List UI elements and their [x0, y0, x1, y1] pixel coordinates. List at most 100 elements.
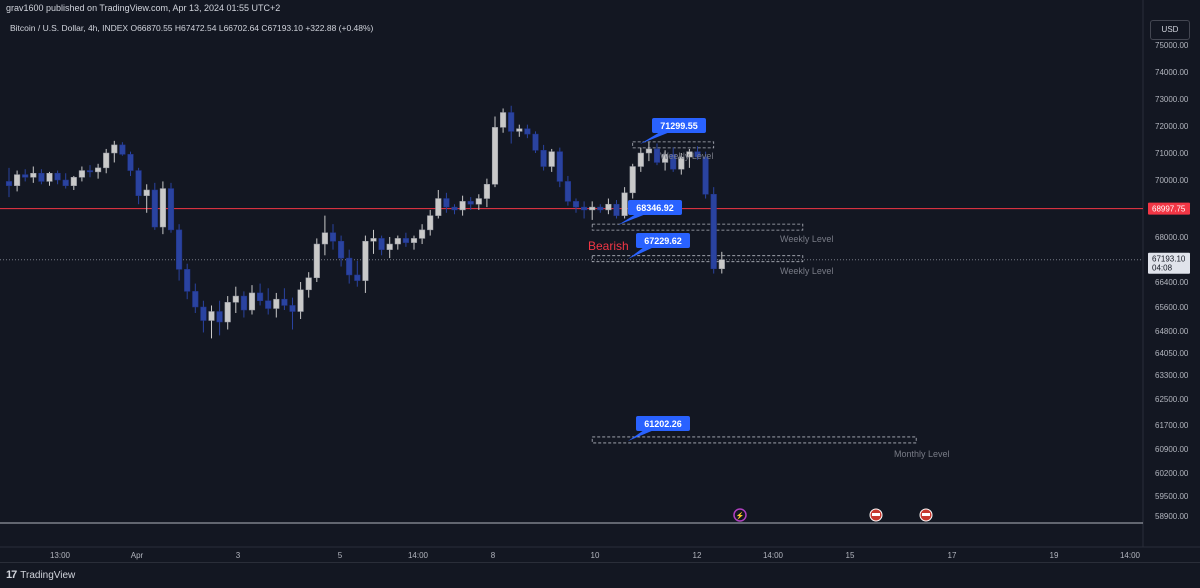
- candle-body[interactable]: [451, 206, 458, 211]
- candle-body[interactable]: [613, 203, 620, 216]
- candle-body[interactable]: [548, 151, 555, 167]
- candle-body[interactable]: [248, 292, 256, 311]
- candle-body[interactable]: [670, 154, 677, 170]
- candle-body[interactable]: [338, 240, 345, 259]
- candle-body[interactable]: [516, 128, 523, 132]
- candle-body[interactable]: [694, 151, 701, 158]
- candle-body[interactable]: [159, 188, 166, 228]
- candle-body[interactable]: [200, 306, 207, 321]
- candle-body[interactable]: [265, 300, 272, 309]
- lightning-event-icon[interactable]: [733, 508, 747, 522]
- candle-body[interactable]: [111, 144, 118, 154]
- candle-body[interactable]: [508, 112, 515, 132]
- candle-body[interactable]: [491, 127, 499, 185]
- candle-body[interactable]: [208, 311, 215, 321]
- candle-body[interactable]: [257, 292, 264, 301]
- candle-body[interactable]: [70, 177, 77, 186]
- candle-body[interactable]: [686, 151, 693, 158]
- candle-body[interactable]: [54, 173, 61, 181]
- candle-body[interactable]: [135, 170, 142, 196]
- candle-body[interactable]: [678, 156, 685, 170]
- candle-body[interactable]: [378, 238, 385, 250]
- candle-body[interactable]: [467, 201, 474, 205]
- level-zone: [591, 436, 917, 444]
- candle-body[interactable]: [524, 128, 531, 135]
- candle-body[interactable]: [38, 173, 45, 182]
- candle-body[interactable]: [394, 238, 401, 245]
- candle-body[interactable]: [581, 206, 588, 211]
- candle-body[interactable]: [86, 170, 94, 173]
- candle-body[interactable]: [718, 259, 725, 270]
- candle-body[interactable]: [62, 179, 69, 186]
- candle-body[interactable]: [702, 156, 709, 195]
- tradingview-logo[interactable]: 17 TradingView: [6, 569, 75, 581]
- y-tick-label: 62500.00: [1155, 395, 1189, 404]
- candle-body[interactable]: [273, 298, 280, 309]
- candle-body[interactable]: [30, 173, 37, 178]
- candle-body[interactable]: [127, 154, 134, 171]
- candle-body[interactable]: [419, 229, 426, 239]
- candle-body[interactable]: [232, 295, 239, 303]
- candle-body[interactable]: [629, 166, 636, 194]
- candle-body[interactable]: [289, 305, 296, 312]
- candle-body[interactable]: [119, 144, 126, 155]
- candle-body[interactable]: [167, 188, 175, 231]
- candle-body[interactable]: [297, 289, 304, 312]
- candle-body[interactable]: [5, 181, 13, 186]
- candle-body[interactable]: [532, 133, 539, 151]
- y-tick-label: 74000.00: [1155, 68, 1189, 77]
- candle-body[interactable]: [637, 152, 644, 167]
- level-label: Weekly Level: [780, 266, 833, 276]
- level-zone: [632, 141, 715, 149]
- candle-body[interactable]: [645, 148, 652, 154]
- candle-body[interactable]: [710, 194, 717, 270]
- candle-body[interactable]: [459, 201, 466, 211]
- candle-body[interactable]: [14, 174, 21, 186]
- candle-body[interactable]: [321, 232, 328, 245]
- candle-body[interactable]: [305, 277, 312, 291]
- candle-body[interactable]: [22, 174, 29, 178]
- candle-body[interactable]: [176, 229, 183, 270]
- candle-body[interactable]: [435, 198, 442, 216]
- candle-body[interactable]: [46, 173, 53, 182]
- candle-body[interactable]: [95, 167, 102, 173]
- candle-body[interactable]: [224, 302, 231, 323]
- candle-body[interactable]: [589, 206, 596, 211]
- candle-body[interactable]: [597, 206, 604, 211]
- candle-body[interactable]: [386, 243, 393, 250]
- candle-body[interactable]: [410, 238, 418, 243]
- candle-body[interactable]: [475, 198, 482, 205]
- candle-body[interactable]: [346, 257, 353, 276]
- candle-body[interactable]: [216, 311, 223, 323]
- candle-body[interactable]: [500, 112, 507, 128]
- candle-body[interactable]: [427, 215, 434, 231]
- candle-body[interactable]: [605, 203, 612, 211]
- candle-body[interactable]: [240, 295, 247, 311]
- candle-body[interactable]: [103, 152, 110, 169]
- candle-body[interactable]: [151, 189, 158, 228]
- candle-body[interactable]: [354, 274, 361, 281]
- candle-body[interactable]: [143, 189, 150, 196]
- candle-body[interactable]: [653, 148, 661, 163]
- candle-body[interactable]: [540, 150, 547, 167]
- candle-body[interactable]: [78, 170, 85, 178]
- candle-body[interactable]: [329, 232, 337, 242]
- candle-body[interactable]: [556, 151, 563, 182]
- candle-body[interactable]: [483, 184, 490, 199]
- currency-button[interactable]: USD: [1150, 20, 1190, 40]
- candle-body[interactable]: [313, 243, 320, 279]
- candle-body[interactable]: [621, 192, 628, 216]
- candle-body[interactable]: [281, 298, 288, 306]
- candle-body[interactable]: [184, 269, 191, 292]
- candle-body[interactable]: [564, 181, 571, 202]
- candle-body[interactable]: [572, 201, 580, 208]
- candle-body[interactable]: [192, 291, 199, 308]
- candle-body[interactable]: [362, 240, 369, 281]
- candle-body[interactable]: [402, 238, 409, 243]
- candle-body[interactable]: [443, 198, 450, 208]
- candle-body[interactable]: [370, 238, 377, 242]
- price-callout-box: [628, 200, 682, 215]
- last-price-label: 67193.10: [1152, 255, 1186, 264]
- candle-body[interactable]: [662, 154, 669, 163]
